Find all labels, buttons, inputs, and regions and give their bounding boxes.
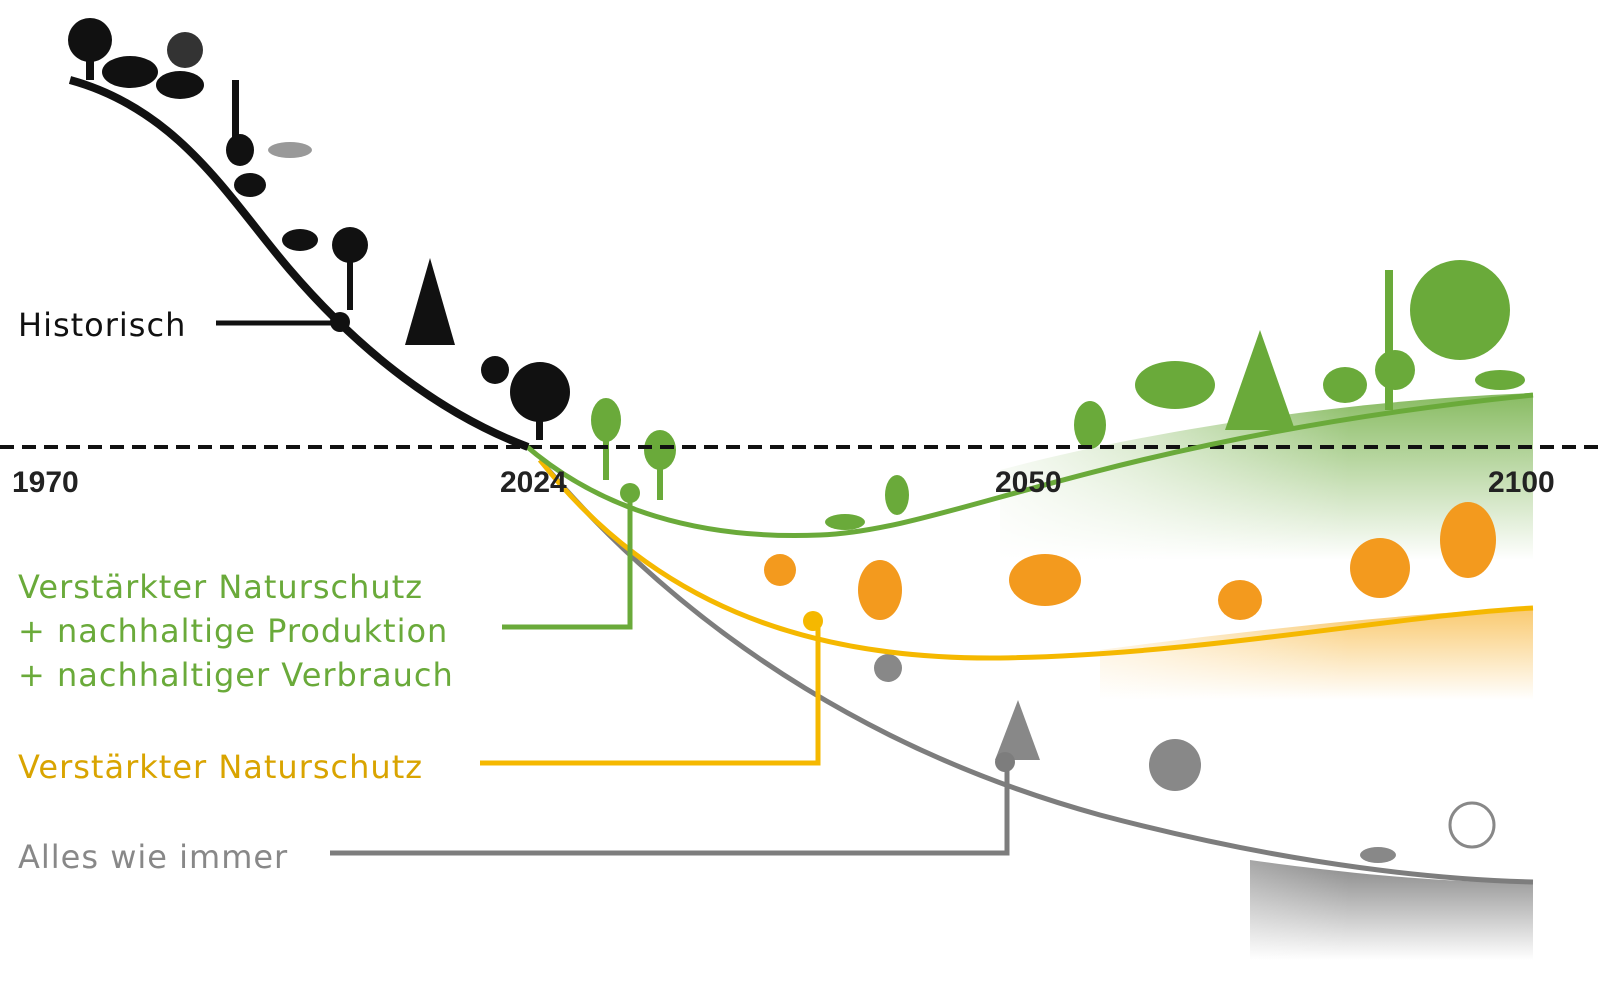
year-label: 2100 bbox=[1488, 466, 1555, 499]
connector-dots bbox=[330, 312, 1015, 772]
label-gray: Alles wie immer bbox=[18, 838, 288, 876]
label-historical: Historisch bbox=[18, 306, 186, 344]
scenario-areas bbox=[950, 380, 1533, 980]
year-label: 1970 bbox=[12, 466, 79, 499]
year-label: 2024 bbox=[500, 466, 567, 499]
label-green: + nachhaltiger Verbrauch bbox=[18, 656, 454, 694]
historic-silhouettes bbox=[68, 18, 570, 440]
yellow-curve bbox=[538, 458, 1534, 661]
historic-curve bbox=[68, 76, 530, 451]
label-green: + nachhaltige Produktion bbox=[18, 612, 448, 650]
yellow-silhouettes bbox=[764, 502, 1496, 620]
year-label: 2050 bbox=[995, 466, 1062, 499]
label-yellow: Verstärkter Naturschutz bbox=[18, 748, 423, 786]
label-green: Verstärkter Naturschutz bbox=[18, 568, 423, 606]
green-silhouettes bbox=[591, 260, 1525, 530]
gray-curve bbox=[538, 458, 1534, 885]
gray-silhouettes bbox=[874, 654, 1496, 863]
